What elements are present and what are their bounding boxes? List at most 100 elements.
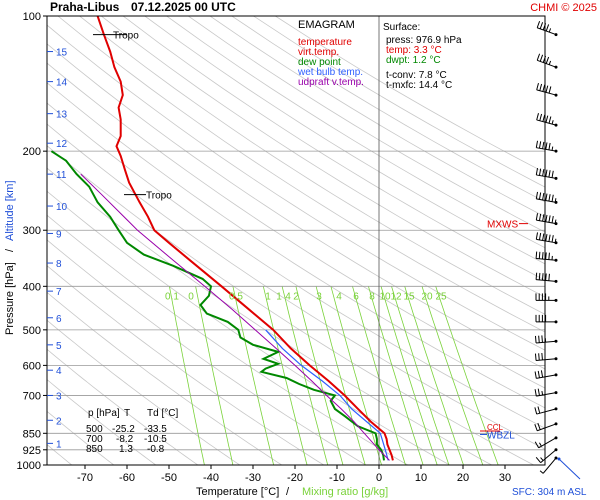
surface-elevation-label: SFC: 304 m ASL [512, 487, 587, 498]
wind-barb-feather [538, 272, 541, 280]
wind-barb [534, 388, 558, 397]
y-tick-label: 400 [23, 281, 41, 293]
wind-barb-feather [545, 56, 550, 64]
wbzl-label: WBZL [487, 430, 515, 441]
wind-barb-feather [535, 213, 539, 221]
wind-barb-half-feather [539, 470, 544, 474]
wind-barb-feather [536, 82, 539, 91]
wind-barb-feather [536, 53, 541, 61]
series-layer [50, 16, 394, 461]
wind-barb-feather [538, 335, 540, 343]
mixing-ratio-label: 10 [379, 291, 391, 302]
mxws-label: MXWS [487, 220, 518, 231]
wind-barb [535, 314, 558, 324]
wind-barb-dot [554, 339, 558, 343]
y-axis-title: Pressure [hPa] / Altitude [km] [4, 180, 16, 335]
wind-barb-feather [542, 114, 546, 122]
wind-barb-feather [541, 252, 544, 260]
wind-barb-feather [538, 251, 541, 259]
wind-barb-feather [548, 252, 550, 260]
wind-barb-half-feather [539, 442, 542, 447]
table-row-850-t: 1.3 [119, 444, 133, 455]
mixing-ratio-label: 12 [390, 291, 402, 302]
surface-wind-arrow [558, 458, 581, 480]
wind-barb-dot [554, 93, 558, 97]
wind-barb-feather [545, 115, 549, 123]
mixing-ratio-label: 8 [369, 291, 375, 302]
wind-barb-feather [538, 213, 542, 221]
wind-barb-feather [542, 55, 547, 63]
surface-tconv: t-conv: 7.8 °C [386, 70, 447, 81]
wind-barb-feather [548, 234, 551, 242]
wind-barb-feather [536, 113, 539, 121]
dry-adiabat-line [57, 16, 545, 333]
wind-barb [536, 113, 558, 127]
x-axis-title-temp: Temperature [°C] [196, 486, 279, 498]
wind-barb-dot [554, 320, 558, 324]
wind-barb-dot [554, 298, 558, 302]
legend-item-wet-bulb: wet bulb temp. [297, 67, 363, 78]
x-axis-title-sep: / [286, 486, 290, 498]
wind-barb-feather [545, 24, 550, 32]
wind-barb-dot [554, 258, 558, 262]
mixing-ratio-label: 0.5 [229, 291, 243, 302]
wind-barb-feather [545, 214, 548, 222]
altitude-tick-label: 4 [56, 366, 62, 377]
table-row-700-t: -8.2 [116, 434, 134, 445]
wind-barb-dot [554, 357, 558, 361]
wind-barb-feather [541, 352, 543, 361]
wind-barb-feather [548, 86, 552, 94]
wind-barb-dot [554, 436, 558, 440]
mixing-ratio-label: 1 [276, 291, 282, 302]
mixing-ratio-label: 15 [403, 291, 415, 302]
wind-barb-half-feather [548, 60, 552, 65]
wind-barb-feather [534, 424, 538, 431]
wind-barb-feather [548, 142, 551, 150]
wind-barb [534, 352, 558, 362]
series-temperatureline [96, 16, 394, 461]
wind-barb [536, 82, 558, 97]
y-tick-label: 100 [23, 11, 41, 23]
x-tick-label: 20 [457, 472, 469, 484]
wind-barb-feather [551, 194, 554, 202]
table-row-500-p: 500 [86, 424, 103, 435]
wind-barb-feather [535, 272, 538, 280]
x-tick-label: -20 [287, 472, 303, 484]
wind-barb-feather [545, 252, 547, 260]
legend-item-dew-point: dew point [298, 57, 341, 68]
x-axis-title-mix: Mixing ratio [g/kg] [302, 486, 388, 498]
wind-barb-dot [554, 65, 558, 69]
wind-barb-staff [536, 89, 557, 96]
y-tick-label: 1000 [17, 460, 41, 472]
wind-barb-feather [534, 389, 537, 397]
wind-barb-staff [536, 174, 557, 179]
wind-barb-staff [536, 119, 557, 126]
altitude-tick-label: 15 [56, 48, 68, 59]
wind-barb-half-feather [540, 457, 544, 461]
wind-barb-feather [537, 406, 541, 414]
dry-adiabat-line [144, 16, 545, 265]
x-axis-title: Temperature [°C] / Mixing ratio [g/kg] [196, 486, 388, 498]
wind-barb [535, 140, 558, 153]
x-tick-label: -30 [245, 472, 261, 484]
dry-adiabat-line [47, 145, 534, 465]
wind-barb-feather [536, 20, 541, 28]
wind-barb-staff [540, 449, 557, 464]
wind-barb [535, 293, 558, 302]
dry-adiabat-line [47, 190, 450, 465]
wind-barb-feather [548, 194, 551, 202]
surface-dwpt: dwpt: 1.2 °C [386, 55, 441, 66]
wind-barb-dot [554, 448, 558, 452]
wind-barb-feather [538, 232, 542, 240]
mixing-ratio-label: 0 [188, 291, 194, 302]
wind-barb-feather [539, 54, 544, 62]
wind-barb-feather [535, 456, 542, 463]
mixing-ratio-line [421, 286, 484, 465]
dry-adiabat-line [122, 16, 545, 281]
table-header-td: Td [°C] [147, 408, 178, 419]
ccl-label: CCL [487, 423, 504, 432]
mixing-ratio-label: 6 [353, 291, 359, 302]
y-axis-title-altitude: Altitude [km] [4, 180, 16, 241]
wind-barb-half-feather [551, 146, 554, 151]
altitude-tick-label: 12 [56, 139, 68, 150]
